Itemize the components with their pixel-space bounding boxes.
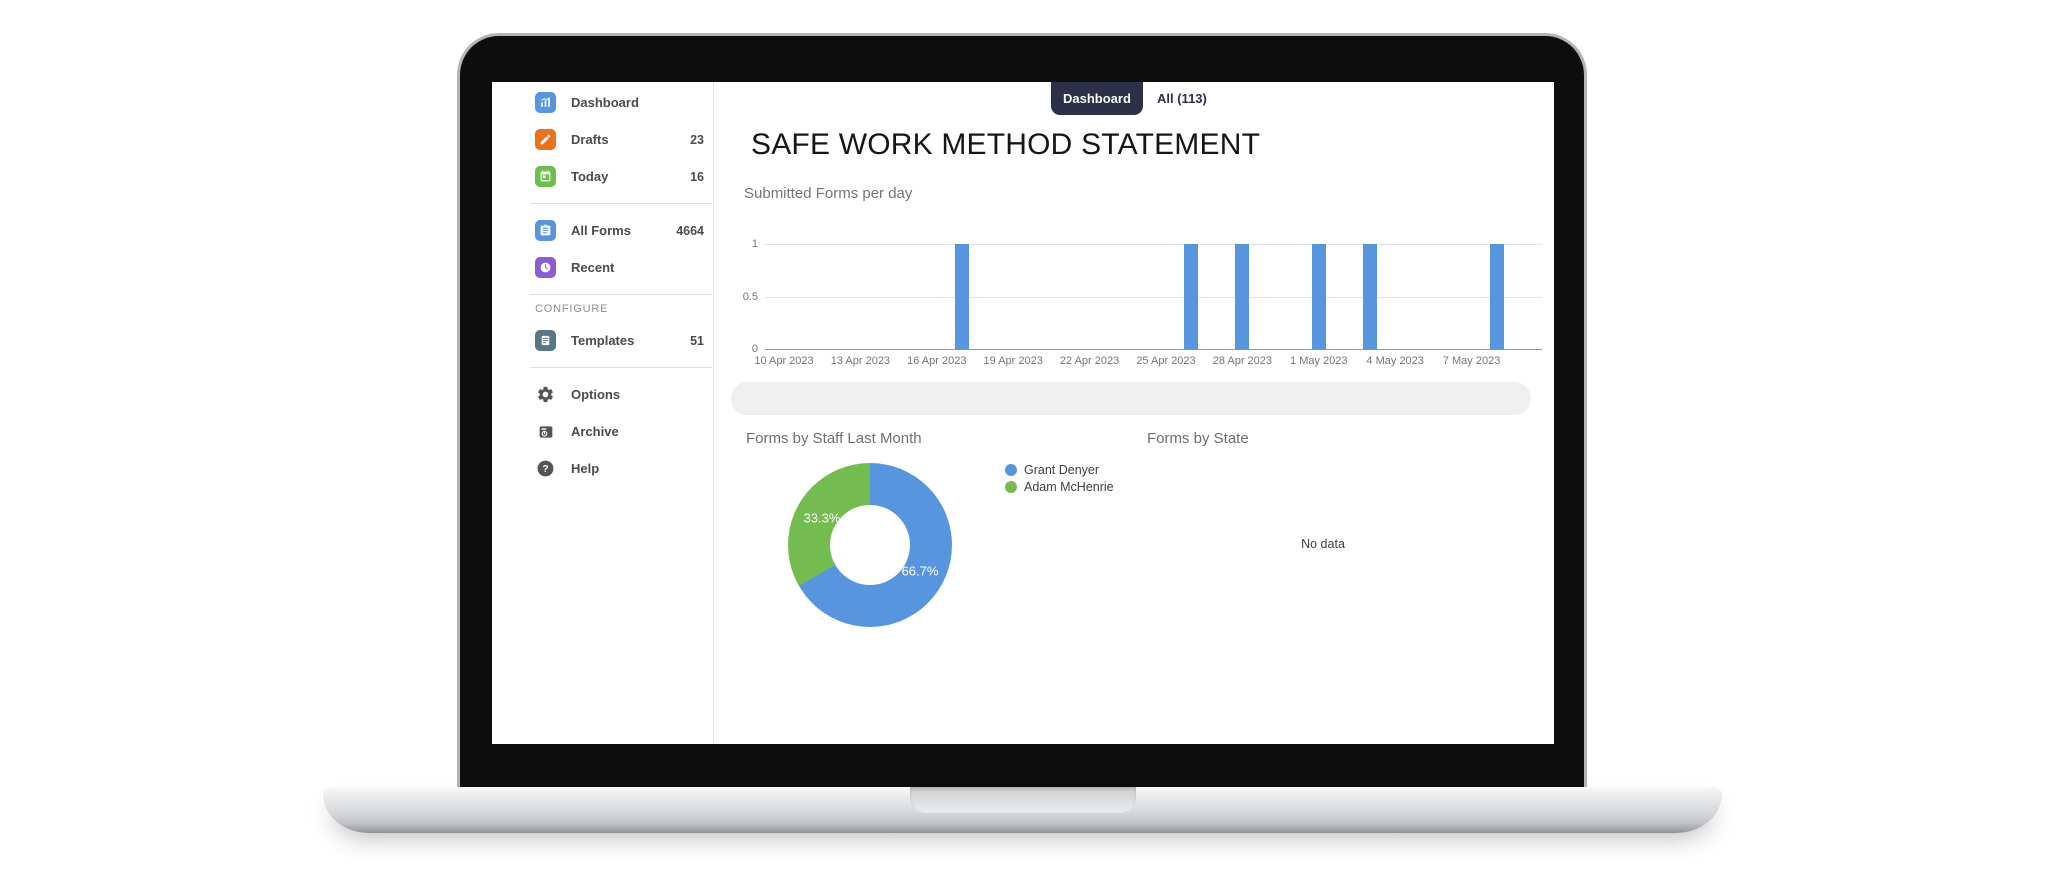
x-axis-tick-label: 28 Apr 2023: [1212, 355, 1273, 367]
staff-chart-title: Forms by Staff Last Month: [746, 430, 922, 447]
bar-17-Apr-2023: [955, 244, 970, 349]
pencil-icon: [535, 129, 556, 150]
gridline: [765, 296, 1542, 298]
y-axis-tick-label: 0: [751, 343, 758, 355]
x-axis-tick-label: 25 Apr 2023: [1136, 355, 1196, 367]
legend-label: Grant Denyer: [1024, 462, 1100, 477]
bar-28-Apr-2023: [1235, 244, 1250, 349]
gridline: [765, 244, 1542, 245]
sidebar-item-label: Dashboard: [571, 95, 639, 110]
question-icon: ?: [535, 458, 556, 479]
sidebar-item-label: All Forms: [571, 223, 631, 238]
sidebar-item-label: Help: [571, 461, 600, 476]
laptop-screen-bezel: Dashboard Drafts 23 Today 16: [457, 33, 1587, 787]
chart-range-scrollbar[interactable]: [731, 382, 1531, 415]
sidebar-item-label: Templates: [571, 333, 635, 348]
gear-icon: [535, 384, 556, 405]
bar-8-May-2023: [1490, 244, 1505, 349]
sidebar-item-templates[interactable]: Templates 51: [492, 322, 713, 359]
bar-chart-title: Submitted Forms per day: [744, 185, 913, 202]
gridline: [765, 349, 1542, 350]
x-axis-tick-label: 16 Apr 2023: [907, 355, 967, 367]
sidebar-item-options[interactable]: Options: [492, 376, 713, 413]
sidebar-item-count: 4664: [676, 223, 704, 238]
legend-label: Adam McHenrie: [1024, 479, 1114, 494]
dashboard-chart-icon: [535, 92, 556, 113]
x-axis-tick-label: 22 Apr 2023: [1059, 355, 1120, 367]
x-axis-tick-label: 7 May 2023: [1442, 355, 1501, 367]
x-axis-tick-label: 4 May 2023: [1366, 355, 1424, 367]
calendar-icon: [535, 166, 556, 187]
submitted-forms-bar-chart: 0 0.5 1 10 Apr 2023 13 Apr 2023 16 Apr 2023 19…: [715, 212, 1554, 382]
x-axis-tick-label: 1 May 2023: [1290, 355, 1348, 367]
clock-icon: [535, 257, 556, 278]
bar-26-Apr-2023: [1184, 244, 1199, 349]
bar-1-May-2023: [1311, 244, 1326, 349]
sidebar-item-recent[interactable]: Recent: [492, 249, 713, 286]
sidebar-item-count: 51: [690, 333, 704, 348]
svg-text:?: ?: [542, 464, 548, 475]
list-icon: [535, 330, 556, 351]
laptop-lid-notch: [909, 787, 1136, 813]
sidebar-item-today[interactable]: Today 16: [492, 158, 713, 195]
archive-icon: [535, 421, 556, 442]
y-axis-tick-label: 1: [751, 238, 758, 250]
sidebar-item-label: Recent: [571, 260, 615, 275]
sidebar-divider: [530, 367, 712, 368]
legend-item: Grant Denyer: [1005, 461, 1114, 478]
tab-all[interactable]: All (113): [1157, 91, 1207, 106]
clipboard-icon: [535, 220, 556, 241]
sidebar-item-label: Options: [571, 387, 621, 402]
sidebar-item-label: Archive: [571, 424, 619, 439]
laptop-base: [323, 787, 1722, 833]
legend-dot-green: [1005, 480, 1017, 493]
donut-slice-label: 66.7%: [901, 563, 939, 579]
sidebar-item-label: Drafts: [571, 132, 609, 147]
sidebar-section-configure: CONFIGURE: [535, 303, 609, 315]
legend-item: Adam McHenrie: [1005, 478, 1114, 495]
state-chart-title: Forms by State: [1147, 430, 1249, 447]
sidebar-item-help[interactable]: ? Help: [492, 450, 713, 487]
y-axis-tick-label: 0.5: [742, 290, 758, 303]
sidebar-item-drafts[interactable]: Drafts 23: [492, 121, 713, 158]
sidebar-divider: [530, 294, 712, 295]
sidebar-divider: [530, 203, 712, 204]
sidebar-item-count: 16: [690, 169, 704, 184]
sidebar: Dashboard Drafts 23 Today 16: [492, 82, 714, 744]
main-content: Dashboard All (113) SAFE WORK METHOD STA…: [715, 82, 1554, 744]
sidebar-item-count: 23: [690, 132, 704, 147]
sidebar-item-all-forms[interactable]: All Forms 4664: [492, 212, 713, 249]
x-axis-tick-label: 19 Apr 2023: [983, 355, 1043, 367]
donut-slice-label: 33.3%: [803, 510, 841, 526]
bar-3-May-2023: [1362, 244, 1377, 349]
donut-legend: Grant Denyer Adam McHenrie: [1005, 461, 1114, 495]
legend-dot-blue: [1005, 463, 1017, 476]
forms-by-staff-donut-chart: 66.7% 33.3%: [788, 463, 952, 627]
page-title: SAFE WORK METHOD STATEMENT: [751, 128, 1261, 161]
sidebar-item-archive[interactable]: Archive: [492, 413, 713, 450]
sidebar-item-dashboard[interactable]: Dashboard: [492, 84, 713, 121]
no-data-text: No data: [1301, 537, 1345, 551]
tab-dashboard[interactable]: Dashboard: [1051, 82, 1143, 115]
app-screen: Dashboard Drafts 23 Today 16: [492, 82, 1554, 744]
x-axis-tick-label: 10 Apr 2023: [754, 355, 814, 367]
x-axis-tick-label: 13 Apr 2023: [830, 355, 891, 367]
sidebar-item-label: Today: [571, 169, 609, 184]
